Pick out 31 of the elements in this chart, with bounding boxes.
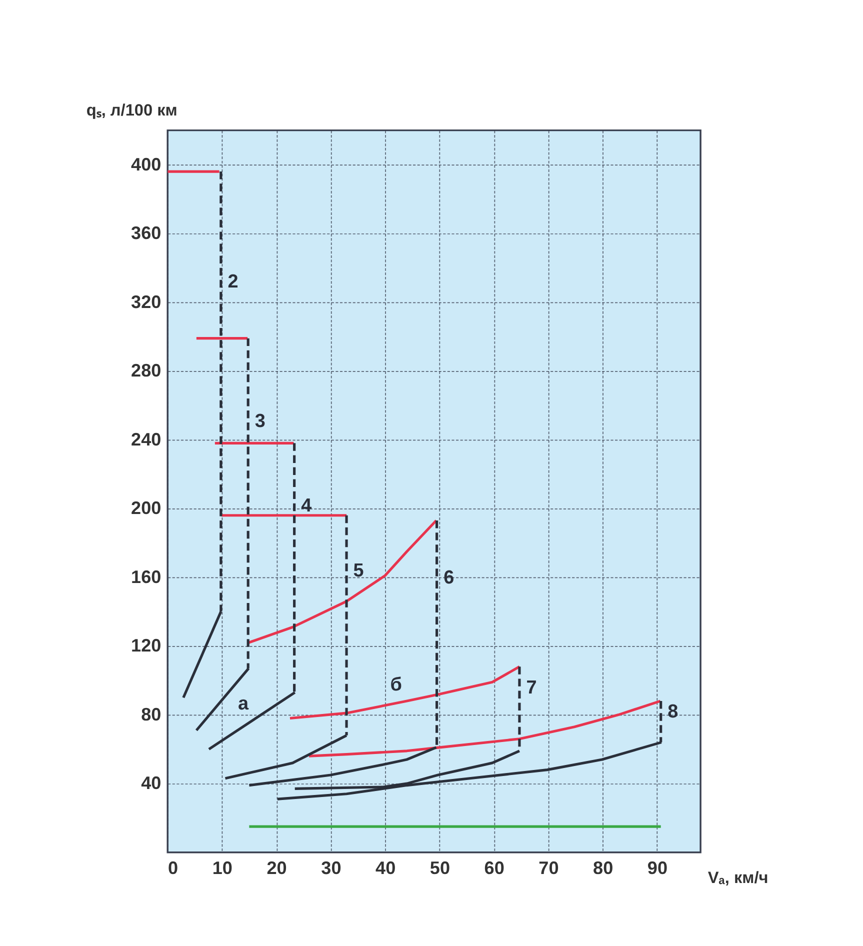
y-tick-label: 280 xyxy=(131,360,162,381)
series-label: 5 xyxy=(353,560,364,582)
x-tick-label: 0 xyxy=(168,858,178,878)
y-tick-label: 400 xyxy=(131,154,162,174)
x-tick-label: 40 xyxy=(376,858,396,878)
x-axis-title: Vₐ, км/ч xyxy=(708,868,768,887)
x-tick-label: 70 xyxy=(538,858,559,878)
series-label: 4 xyxy=(301,496,312,517)
y-tick-label: 160 xyxy=(131,566,162,587)
series-label: а xyxy=(238,694,250,715)
y-tick-label: 40 xyxy=(141,773,162,794)
x-tick-label: 30 xyxy=(321,858,342,878)
y-axis-title: qₛ, л/100 км xyxy=(86,101,178,120)
y-tick-label: 200 xyxy=(131,498,162,518)
y-tick-label: 320 xyxy=(131,292,162,312)
series-label: 2 xyxy=(228,272,238,293)
series-label: б xyxy=(390,674,402,696)
y-tick-label: 80 xyxy=(141,704,162,724)
series-label: 6 xyxy=(444,567,454,588)
series-label: 3 xyxy=(254,410,266,432)
x-tick-label: 90 xyxy=(647,858,668,878)
series-label: 8 xyxy=(668,701,678,722)
x-tick-label: 60 xyxy=(484,858,504,878)
x-tick-label: 20 xyxy=(266,858,287,878)
x-tick-label: 50 xyxy=(430,858,450,878)
series-label: 7 xyxy=(526,678,537,699)
y-tick-label: 360 xyxy=(131,223,162,244)
x-tick-label: 10 xyxy=(212,858,232,878)
y-tick-label: 120 xyxy=(131,636,162,656)
y-tick-label: 240 xyxy=(131,429,162,450)
x-tick-label: 80 xyxy=(593,858,614,878)
